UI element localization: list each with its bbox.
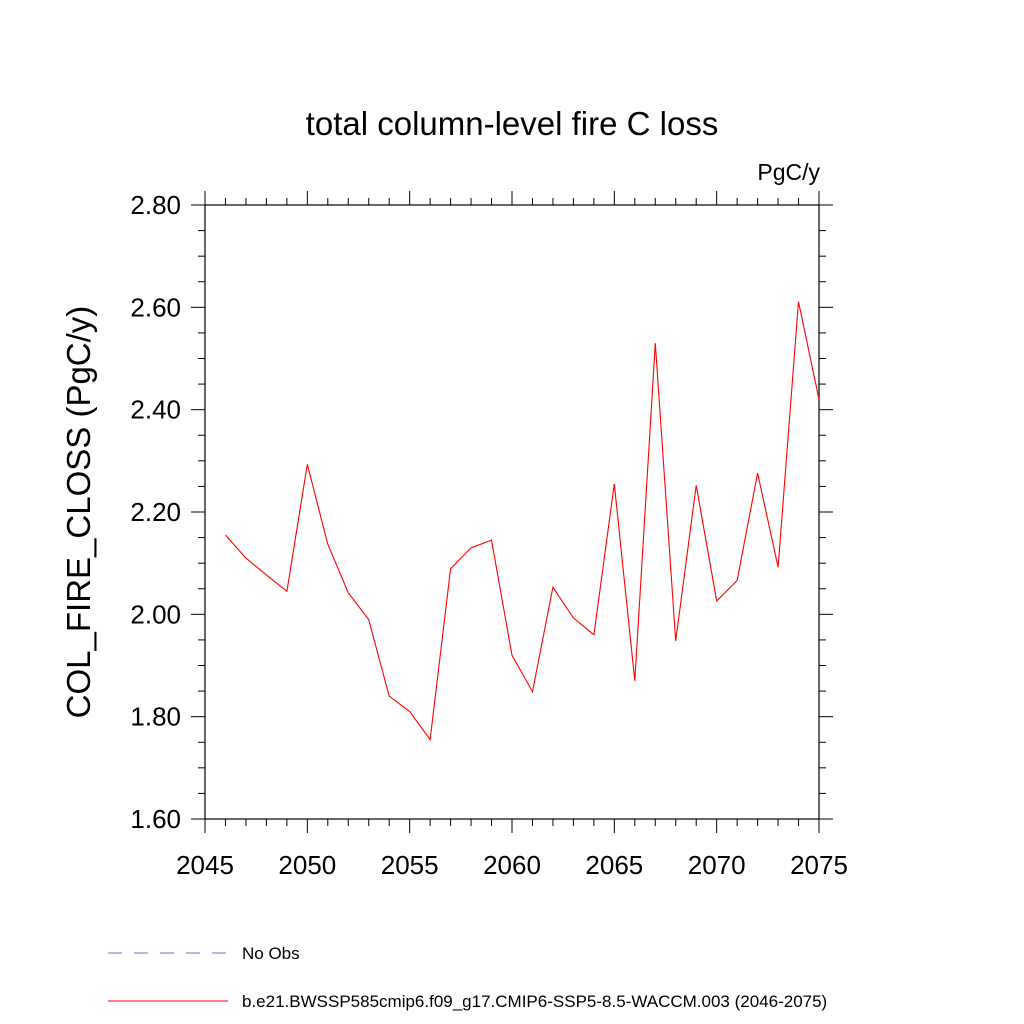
legend-label-no-obs: No Obs (242, 944, 300, 963)
x-tick-label: 2065 (585, 850, 643, 880)
y-tick-label: 2.40 (130, 395, 181, 425)
y-tick-label: 2.80 (130, 190, 181, 220)
y-tick-label: 1.80 (130, 702, 181, 732)
plot-frame (204, 204, 820, 820)
y-tick-label: 2.00 (130, 599, 181, 629)
y-tick-label: 2.20 (130, 497, 181, 527)
axis-tick-labels: 2045 2050 2055 2060 2065 2070 2075 1.60 1.80 2.00… (130, 190, 848, 880)
x-tick-label: 2060 (483, 850, 541, 880)
axis-ticks (191, 191, 833, 833)
units-label: PgC/y (757, 159, 820, 185)
legend-label-model-run: b.e21.BWSSP585cmip6.f09_g17.CMIP6-SSP5-8… (242, 992, 827, 1011)
legend: No Obs b.e21.BWSSP585cmip6.f09_g17.CMIP6… (108, 944, 827, 1011)
x-tick-label: 2075 (790, 850, 848, 880)
x-tick-label: 2070 (688, 850, 746, 880)
y-tick-label: 1.60 (130, 804, 181, 834)
chart-title: total column-level fire C loss (306, 105, 719, 142)
series-line (225, 301, 820, 742)
data-series (225, 301, 820, 742)
x-tick-label: 2045 (176, 850, 234, 880)
x-tick-label: 2055 (381, 850, 439, 880)
x-tick-label: 2050 (278, 850, 336, 880)
y-axis-label: COL_FIRE_CLOSS (PgC/y) (60, 306, 97, 719)
y-tick-label: 2.60 (130, 292, 181, 322)
